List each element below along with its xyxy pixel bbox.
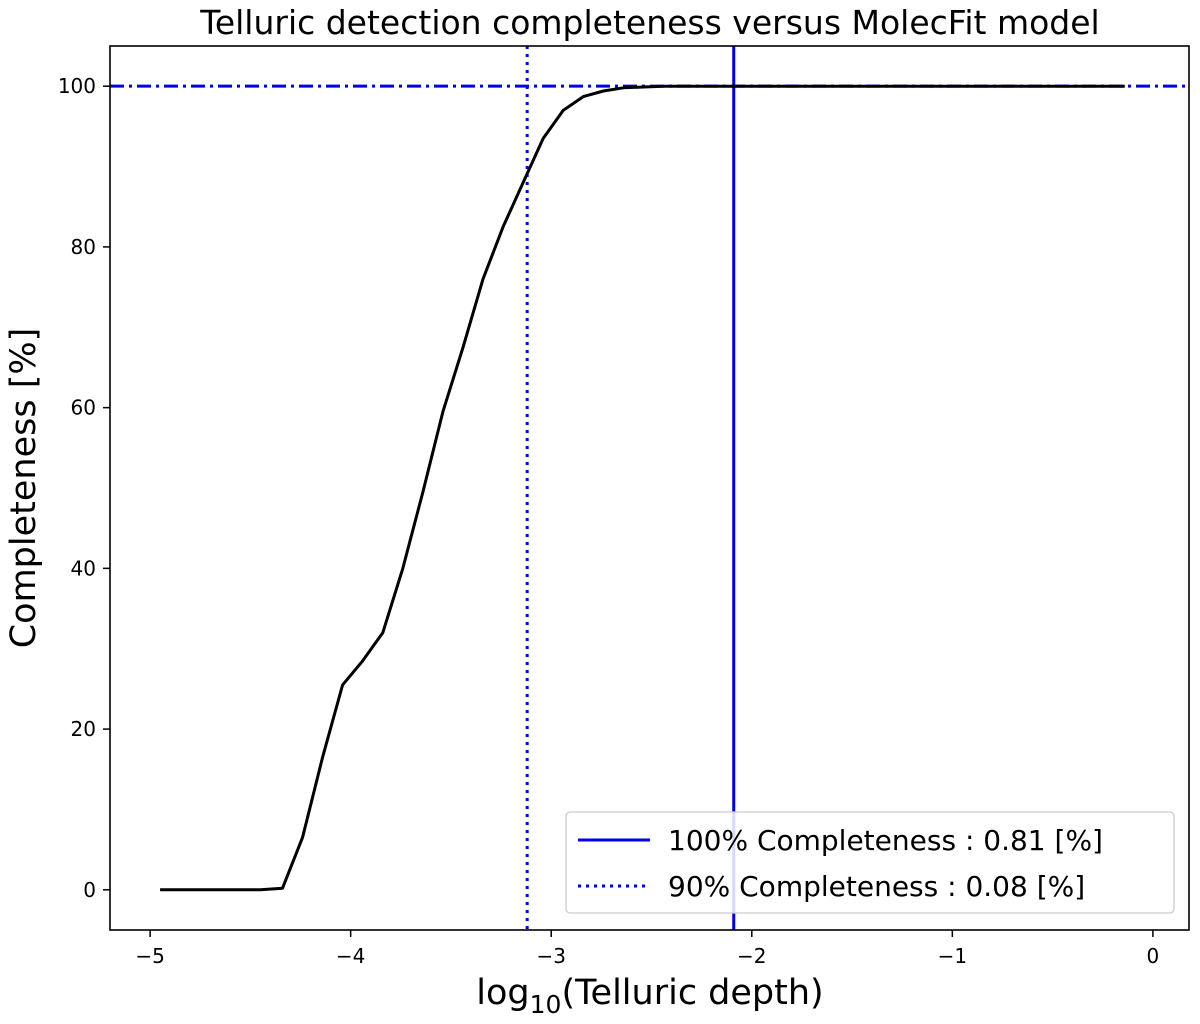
legend: 100% Completeness : 0.81 [%] 90% Complete… — [565, 811, 1175, 914]
x-tick-label: −1 — [938, 944, 967, 968]
plot-area — [109, 45, 1190, 931]
reference-lines — [110, 46, 1189, 930]
x-tick-label: 0 — [1147, 944, 1160, 968]
y-tick-label: 80 — [71, 235, 96, 259]
x-axis-label: log10(Telluric depth) — [476, 973, 823, 1019]
x-axis: −5 −4 −3 −2 −1 0 — [135, 930, 1159, 968]
x-axis-label-log: log — [476, 973, 529, 1013]
y-tick-label: 20 — [71, 717, 96, 741]
x-tick-label: −4 — [336, 944, 365, 968]
x-axis-label-rest: (Telluric depth) — [561, 973, 823, 1013]
legend-box — [565, 811, 1175, 914]
x-axis-label-subscript: 10 — [530, 990, 562, 1019]
chart-title: Telluric detection completeness versus M… — [199, 3, 1099, 42]
x-tick-label: −3 — [536, 944, 565, 968]
y-tick-label: 60 — [71, 396, 96, 420]
x-tick-label: −5 — [135, 944, 164, 968]
legend-label-1: 90% Completeness : 0.08 [%] — [668, 870, 1085, 903]
y-axis: 0 20 40 60 80 100 — [58, 74, 110, 902]
y-tick-label: 40 — [71, 556, 96, 580]
y-tick-label: 100 — [58, 74, 96, 98]
series-line-0 — [160, 84, 1125, 892]
series-layer — [160, 84, 1125, 892]
legend-label-0: 100% Completeness : 0.81 [%] — [668, 824, 1103, 857]
plot-frame — [109, 45, 1190, 931]
y-axis-label: Completeness [%] — [4, 328, 44, 649]
y-tick-label: 0 — [83, 878, 96, 902]
x-tick-label: −2 — [737, 944, 766, 968]
